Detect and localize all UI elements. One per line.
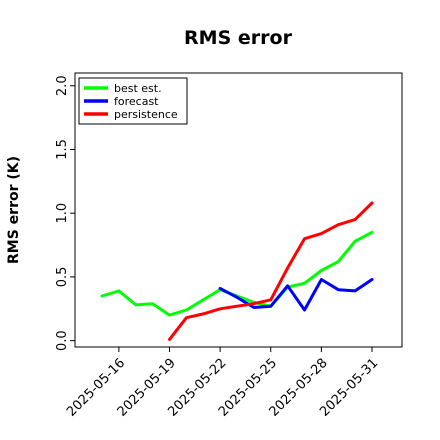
plot-series [100,201,374,341]
y-tick-label: 1.5 [55,139,70,160]
x-axis: 2025-05-162025-05-192025-05-222025-05-25… [64,347,381,420]
y-axis: 0.0 0.5 1.0 1.5 2.0 [55,75,75,351]
y-tick-label: 0.5 [55,267,70,288]
legend-label: persistence [114,108,178,121]
chart-title: RMS error [184,27,293,49]
legend-label: best est. [114,82,162,95]
series-line-best-est [100,230,374,317]
legend-label: forecast [114,95,159,108]
plot-frame [74,72,403,348]
y-tick-label: 0.0 [55,330,70,351]
y-tick-label: 1.0 [55,203,70,224]
series-line-persistence [168,201,374,341]
y-tick-label: 2.0 [55,75,70,96]
series-line-forecast [218,278,374,312]
y-axis-label: RMS error (K) [6,156,22,264]
